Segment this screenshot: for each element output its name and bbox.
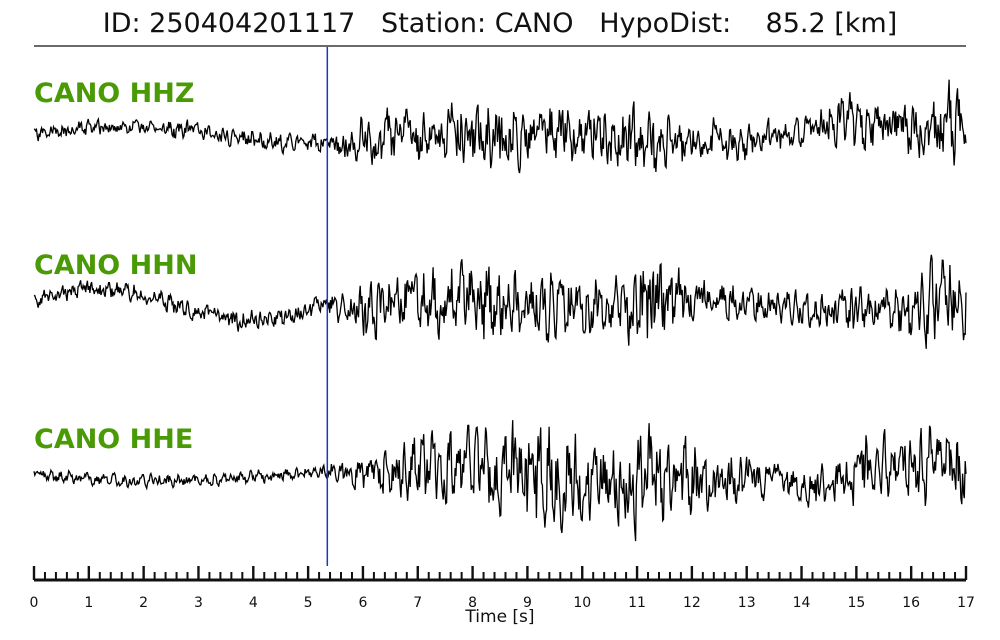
plot-title: ID: 250404201117 Station: CANO HypoDist:… <box>102 8 898 39</box>
tick-label: 6 <box>358 595 367 611</box>
tick-label: 16 <box>902 595 920 611</box>
waveform-trace-hhn <box>33 254 967 349</box>
trace-label-hhn: CANO HHN <box>34 250 197 281</box>
tick-label: 10 <box>573 595 591 611</box>
tick-label: 0 <box>30 595 39 611</box>
tick-label: 14 <box>793 595 811 611</box>
tick-label: 5 <box>304 595 313 611</box>
tick-label: 15 <box>847 595 865 611</box>
time-axis: 0 1 2 3 4 5 6 7 8 9 10 11 12 13 14 15 16 17 <box>30 566 975 611</box>
tick-label: 12 <box>683 595 701 611</box>
trace-label-hhe: CANO HHE <box>34 424 193 455</box>
tick-label: 17 <box>957 595 975 611</box>
tick-label: 2 <box>139 595 148 611</box>
tick-label: 11 <box>628 595 646 611</box>
tick-label: 4 <box>249 595 258 611</box>
trace-group: CANO HHZ CANO HHN CANO HHE <box>33 78 967 542</box>
tick-label: 8 <box>468 595 477 611</box>
tick-label: 3 <box>194 595 203 611</box>
tick-label: 1 <box>84 595 93 611</box>
x-axis-label: Time [s] <box>464 607 534 627</box>
tick-label: 13 <box>738 595 756 611</box>
trace-label-hhz: CANO HHZ <box>34 78 194 109</box>
waveform-trace-hhz <box>33 79 967 174</box>
tick-label: 9 <box>523 595 532 611</box>
waveform-trace-hhe <box>33 420 967 542</box>
tick-label: 7 <box>413 595 422 611</box>
